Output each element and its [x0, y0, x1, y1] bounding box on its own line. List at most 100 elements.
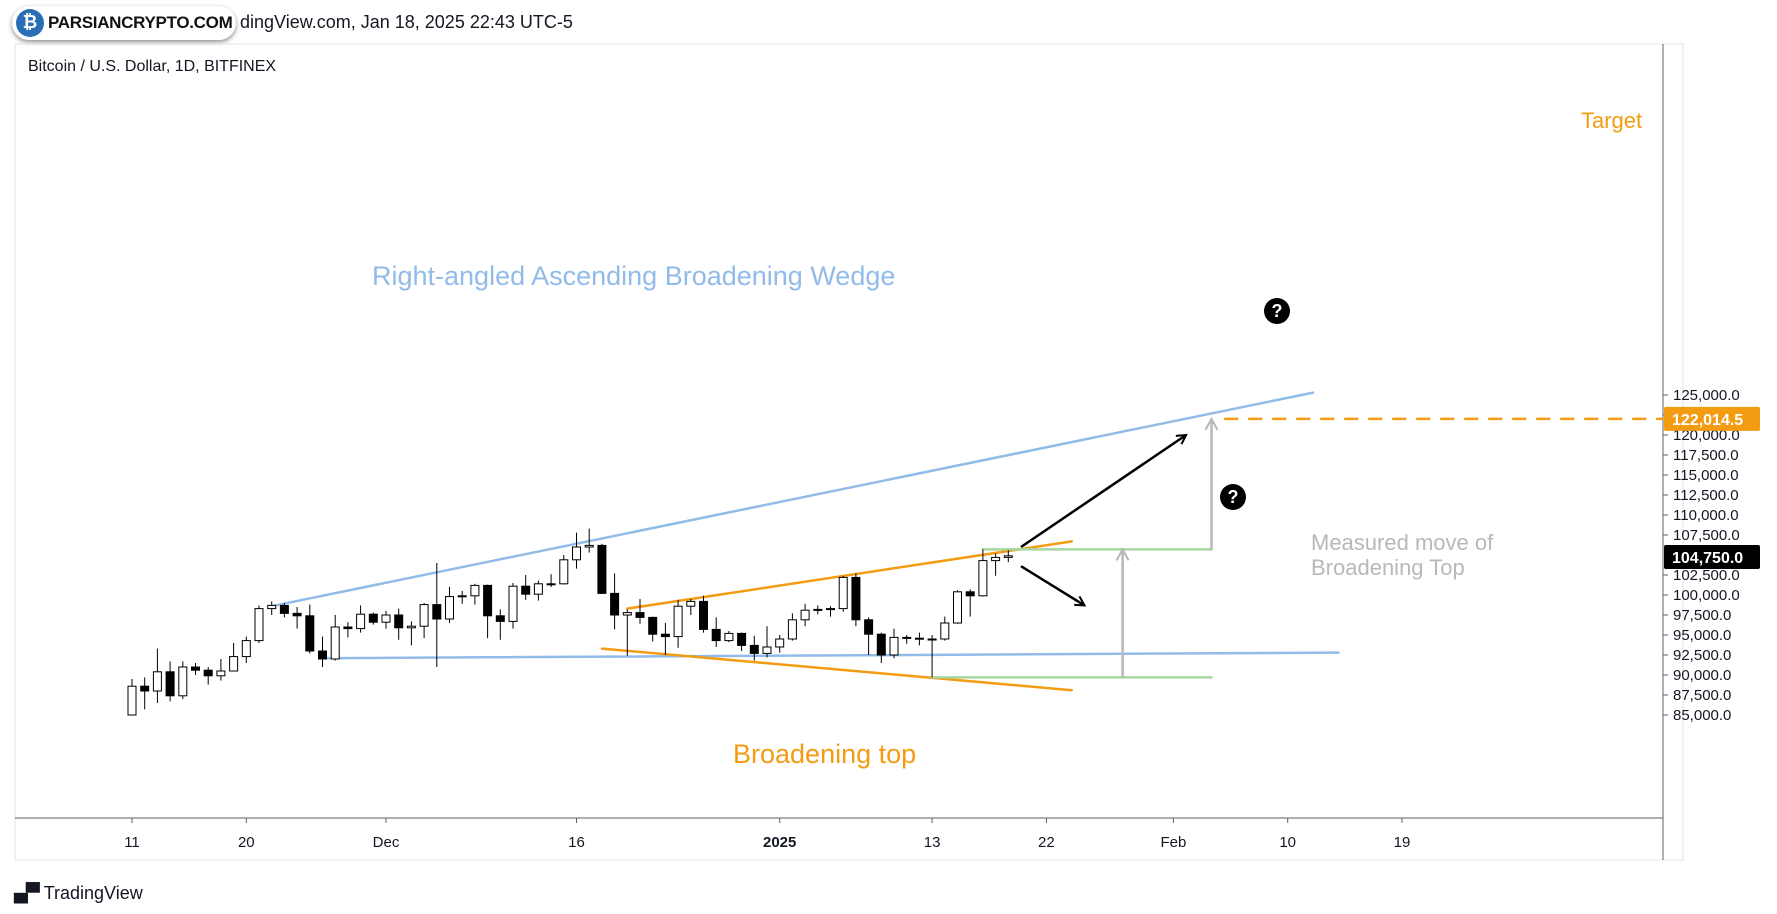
candle-body	[1003, 555, 1013, 558]
y-tick-label: 115,000.0	[1673, 467, 1739, 484]
candle-body	[292, 612, 302, 617]
candle-body	[483, 584, 493, 617]
candle-body	[470, 584, 480, 597]
question-up-icon: ?	[1264, 298, 1290, 324]
candle-body	[445, 596, 454, 620]
y-tick-label: 112,500.0	[1673, 487, 1739, 504]
candle	[140, 677, 150, 710]
candle	[292, 607, 302, 629]
candle-body	[572, 546, 581, 561]
candle-body	[902, 636, 912, 639]
y-tick-label: 87,500.0	[1673, 687, 1731, 704]
candle-body	[889, 636, 899, 656]
broadening-lower-line	[600, 647, 1074, 692]
candle	[127, 679, 137, 716]
candle	[559, 555, 569, 585]
question-down-icon: ?	[1220, 484, 1246, 510]
candle	[711, 617, 721, 647]
x-tick-label: Dec	[373, 834, 400, 851]
candle-body	[394, 614, 404, 629]
y-tick-label: 95,000.0	[1673, 627, 1731, 644]
candle	[546, 574, 556, 587]
candle	[241, 636, 251, 663]
candle-body	[953, 591, 962, 624]
candle	[749, 635, 759, 661]
x-tick-label: 11	[124, 834, 140, 851]
candle	[394, 608, 404, 640]
candle-body	[559, 559, 569, 585]
candle	[889, 628, 899, 659]
broadening-label: Broadening top	[733, 739, 916, 769]
candle	[851, 573, 861, 627]
candle	[724, 631, 734, 643]
measured-label-line1: Measured move of	[1311, 530, 1494, 555]
x-tick-label: 22	[1038, 834, 1055, 851]
x-tick-label: 13	[924, 834, 941, 851]
candle	[927, 635, 937, 678]
y-tick-label: 120,000.0	[1673, 427, 1740, 444]
y-tick-label: 110,000.0	[1673, 507, 1739, 524]
x-tick-label: 10	[1279, 834, 1296, 851]
candle-body	[381, 614, 391, 623]
candle-body	[216, 670, 226, 677]
candle	[457, 591, 467, 604]
candle-body	[178, 666, 188, 697]
candle-body	[521, 585, 531, 595]
y-tick-label: 92,500.0	[1673, 647, 1731, 664]
candle	[279, 603, 289, 618]
candle-body	[800, 609, 810, 621]
candle-body	[864, 619, 874, 635]
tradingview-footer: ▄▀ TradingView	[14, 880, 143, 906]
candle-body	[851, 576, 861, 621]
candle-body	[267, 604, 277, 610]
candle-body	[533, 583, 543, 595]
candle	[686, 599, 696, 615]
x-tick-label: 19	[1394, 834, 1411, 851]
candle-body	[686, 600, 696, 607]
candle-body	[711, 628, 721, 642]
candle	[165, 661, 175, 702]
candle-body	[635, 612, 645, 618]
candle-body	[660, 633, 670, 638]
candle-body	[546, 583, 556, 586]
svg-text:122,014.5: 122,014.5	[1672, 412, 1743, 429]
candle-body	[838, 576, 848, 610]
svg-text:?: ?	[1228, 487, 1239, 507]
candle	[940, 616, 950, 641]
published-info: dingView.com, Jan 18, 2025 22:43 UTC-5	[240, 12, 573, 32]
candle	[216, 659, 226, 681]
candle-body	[826, 608, 835, 611]
y-tick-label: 125,000.0	[1673, 387, 1740, 404]
candlesticks	[127, 528, 1013, 716]
candle	[635, 599, 645, 624]
svg-text:104,750.0: 104,750.0	[1672, 550, 1743, 567]
candle-body	[622, 612, 632, 616]
candle-body	[762, 646, 772, 654]
chart-frame	[14, 43, 1684, 861]
x-tick-label: 20	[238, 834, 255, 851]
candle-body	[406, 625, 416, 629]
candle	[914, 632, 924, 646]
candle	[826, 606, 835, 617]
wedge-upper-line	[270, 391, 1315, 608]
candle	[483, 584, 493, 639]
candle	[381, 611, 391, 629]
candle	[978, 549, 988, 597]
candle-body	[940, 622, 950, 640]
candle-body	[876, 633, 886, 656]
chart-header: ₿ PARSIANCRYPTO.COM dingView.com, Jan 18…	[0, 0, 1777, 44]
candle	[699, 595, 708, 633]
candle-body	[203, 669, 213, 677]
measured-label-line2: Broadening Top	[1311, 555, 1465, 580]
candle	[762, 626, 772, 658]
candle-body	[254, 608, 264, 642]
candle-body	[330, 626, 340, 660]
x-tick-label: 16	[568, 834, 585, 851]
tradingview-brand: TradingView	[43, 882, 143, 903]
candle	[229, 643, 239, 672]
candle	[787, 613, 797, 641]
candle	[178, 661, 188, 699]
candle-body	[610, 592, 620, 616]
candle-body	[432, 604, 442, 620]
